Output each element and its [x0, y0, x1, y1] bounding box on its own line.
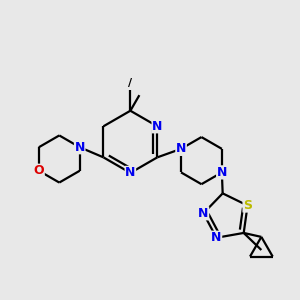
Text: N: N	[211, 231, 222, 244]
Text: N: N	[176, 142, 186, 155]
Text: N: N	[125, 167, 136, 179]
Text: N: N	[198, 207, 208, 220]
Text: N: N	[217, 166, 227, 179]
Text: /: /	[128, 79, 132, 88]
Text: S: S	[243, 199, 252, 212]
Text: N: N	[152, 120, 163, 133]
Text: O: O	[34, 164, 44, 177]
Text: N: N	[74, 141, 85, 154]
